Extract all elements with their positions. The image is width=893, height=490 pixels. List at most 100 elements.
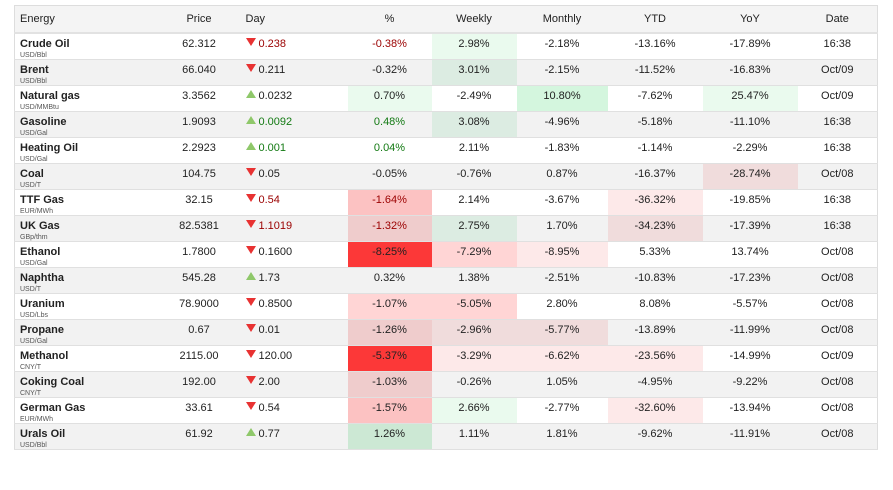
monthly-cell: -3.67% [516,189,608,216]
day-change-cell: 0.238 [237,33,348,60]
date-cell: Oct/08 [797,423,878,450]
table-row: TTF Gas EUR/MWh 32.15 0.54 -1.64% 2.14% -3.67%… [14,189,878,216]
commodity-link[interactable]: Coking Coal [20,376,85,388]
commodity-unit: USD/Bbl [20,78,47,85]
commodity-link[interactable]: Urals Oil [20,428,66,440]
table-row: Natural gas USD/MMBtu 3.3562 0.0232 0.70% -2.… [14,85,878,112]
day-change-cell: 0.01 [237,319,348,346]
monthly-cell: 10.80% [516,85,608,112]
column-header-price[interactable]: Price [160,5,238,34]
price-cell: 2115.00 [160,345,238,372]
column-header-monthly[interactable]: Monthly [516,5,608,34]
column-header-energy[interactable]: Energy [14,5,161,34]
commodity-link[interactable]: UK Gas [20,220,60,232]
table-row: Coal USD/T 104.75 0.05 -0.05% -0.76% 0.87% -16.… [14,163,878,190]
commodity-link[interactable]: Heating Oil [20,142,79,154]
day-change-cell: 120.00 [237,345,348,372]
day-change-cell: 0.0232 [237,85,348,112]
ytd-cell: -13.16% [607,33,703,60]
weekly-cell: -2.96% [431,319,517,346]
down-arrow-icon [245,402,256,410]
column-header-date[interactable]: Date [797,5,878,34]
weekly-cell: -3.29% [431,345,517,372]
date-cell: Oct/09 [797,85,878,112]
column-header-day[interactable]: Day [237,5,348,34]
down-arrow-icon [245,168,256,176]
commodity-cell: Coal USD/T [14,163,161,190]
column-header-yoy[interactable]: YoY [702,5,798,34]
monthly-cell: -6.62% [516,345,608,372]
up-arrow-icon [245,272,256,280]
monthly-cell: -2.18% [516,33,608,60]
commodity-unit: EUR/MWh [20,416,54,423]
day-change-value: 0.001 [258,142,287,154]
yoy-cell: -5.57% [702,293,798,320]
commodity-cell: Natural gas USD/MMBtu [14,85,161,112]
day-change-cell: 0.54 [237,397,348,424]
monthly-cell: 1.81% [516,423,608,450]
commodity-cell: TTF Gas EUR/MWh [14,189,161,216]
commodity-link[interactable]: TTF Gas [20,194,65,206]
commodity-link[interactable]: German Gas [20,402,86,414]
day-change-value: 2.00 [258,376,280,388]
ytd-cell: -10.83% [607,267,703,294]
commodity-cell: Naphtha USD/T [14,267,161,294]
date-cell: Oct/08 [797,241,878,268]
percent-change-cell: -0.05% [347,163,432,190]
day-change-value: 0.54 [258,194,280,206]
commodity-link[interactable]: Crude Oil [20,38,70,50]
date-cell: Oct/08 [797,267,878,294]
yoy-cell: -9.22% [702,371,798,398]
day-change-cell: 2.00 [237,371,348,398]
column-header-percent[interactable]: % [347,5,432,34]
day-change-cell: 0.211 [237,59,348,86]
commodity-cell: Methanol CNY/T [14,345,161,372]
commodity-link[interactable]: Coal [20,168,44,180]
down-arrow-icon [245,246,256,254]
commodity-link[interactable]: Natural gas [20,90,80,102]
commodity-link[interactable]: Propane [20,324,65,336]
day-change-value: 0.0092 [258,116,293,128]
commodity-unit: USD/Gal [20,338,48,345]
commodity-unit: EUR/MWh [20,208,54,215]
table-row: Coking Coal CNY/T 192.00 2.00 -1.03% -0.26% 1.… [14,371,878,398]
ytd-cell: -1.14% [607,137,703,164]
up-arrow-icon [245,116,256,124]
price-cell: 66.040 [160,59,238,86]
yoy-cell: -11.99% [702,319,798,346]
date-cell: 16:38 [797,189,878,216]
yoy-cell: -11.91% [702,423,798,450]
price-cell: 192.00 [160,371,238,398]
column-header-ytd[interactable]: YTD [607,5,703,34]
commodity-link[interactable]: Gasoline [20,116,67,128]
percent-change-cell: -0.32% [347,59,432,86]
column-header-weekly[interactable]: Weekly [431,5,517,34]
date-cell: Oct/08 [797,293,878,320]
monthly-cell: 1.70% [516,215,608,242]
weekly-cell: -5.05% [431,293,517,320]
yoy-cell: 13.74% [702,241,798,268]
commodity-link[interactable]: Uranium [20,298,65,310]
down-arrow-icon [245,220,256,228]
commodity-link[interactable]: Ethanol [20,246,61,258]
ytd-cell: -34.23% [607,215,703,242]
yoy-cell: -28.74% [702,163,798,190]
day-change-value: 0.77 [258,428,280,440]
commodity-cell: Ethanol USD/Gal [14,241,161,268]
price-cell: 32.15 [160,189,238,216]
commodity-cell: Gasoline USD/Gal [14,111,161,138]
up-arrow-icon [245,428,256,436]
up-arrow-icon [245,142,256,150]
day-change-value: 0.54 [258,402,280,414]
percent-change-cell: -1.03% [347,371,432,398]
commodity-link[interactable]: Naphtha [20,272,64,284]
header-row: Energy Price Day% Weekly Monthly YTD YoY Date [14,5,878,34]
price-cell: 1.7800 [160,241,238,268]
table-row: Urals Oil USD/Bbl 61.92 0.77 1.26% 1.11% 1.81%… [14,423,878,450]
commodity-link[interactable]: Methanol [20,350,69,362]
percent-change-cell: -5.37% [347,345,432,372]
weekly-cell: -0.76% [431,163,517,190]
date-cell: Oct/09 [797,59,878,86]
commodity-link[interactable]: Brent [20,64,49,76]
commodity-unit: USD/T [20,182,41,189]
